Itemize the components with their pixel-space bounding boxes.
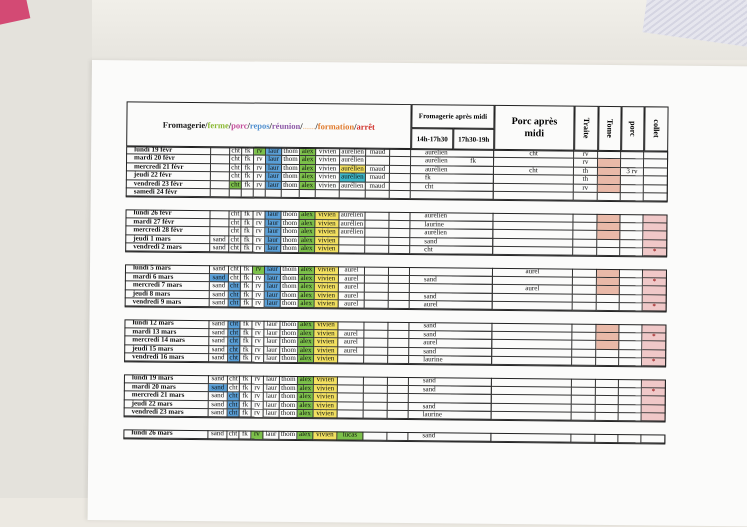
legend-word: porc	[231, 119, 248, 130]
fromagerie-pm-label: Fromagerie après midi	[418, 112, 488, 121]
porc-label: porc	[628, 120, 638, 137]
porc-pm-label: Porc après midi	[511, 115, 558, 139]
slot1-label: 14h-17h30	[416, 134, 448, 143]
porc-header: porc	[621, 106, 645, 152]
tome-header: Tome	[598, 105, 622, 152]
week-block	[123, 374, 666, 423]
week-block	[125, 209, 668, 258]
legend-word: Fromagerie	[162, 119, 206, 130]
legend-word: réunion	[271, 120, 301, 131]
schedule-sheet: Fromagerie/ferme/porc/repos/réunion/....…	[87, 60, 747, 527]
slot1-header: 14h-17h30	[411, 128, 454, 150]
legend-word: formation	[317, 120, 355, 132]
tome-label: Tome	[605, 119, 615, 138]
traite-header: Traite	[574, 105, 599, 151]
slot2-header: 17h30-19h	[453, 128, 495, 150]
porc-pm-header: Porc après midi	[494, 104, 575, 151]
collet-header: collet	[644, 106, 669, 152]
desk-left-edge	[0, 0, 92, 498]
traite-label: Traite	[581, 117, 591, 139]
legend-word: arrêt	[356, 121, 375, 132]
week-block	[124, 319, 667, 368]
week-block	[123, 429, 666, 445]
legend-word: repos	[249, 120, 270, 131]
legend-word: ......	[302, 120, 316, 131]
legend-title: Fromagerie/ferme/porc/repos/réunion/....…	[126, 101, 412, 150]
slot2-label: 17h30-19h	[458, 135, 490, 144]
fromagerie-pm-header: Fromagerie après midi	[411, 104, 495, 129]
desk-background	[0, 0, 747, 60]
week-block	[124, 264, 668, 313]
week-block	[125, 146, 669, 203]
legend-title-parts: Fromagerie/ferme/porc/repos/réunion/....…	[163, 119, 375, 131]
legend-word: ferme	[207, 119, 229, 130]
collet-label: collet	[651, 119, 661, 139]
schedule-table: Fromagerie/ferme/porc/repos/réunion/....…	[123, 101, 672, 482]
